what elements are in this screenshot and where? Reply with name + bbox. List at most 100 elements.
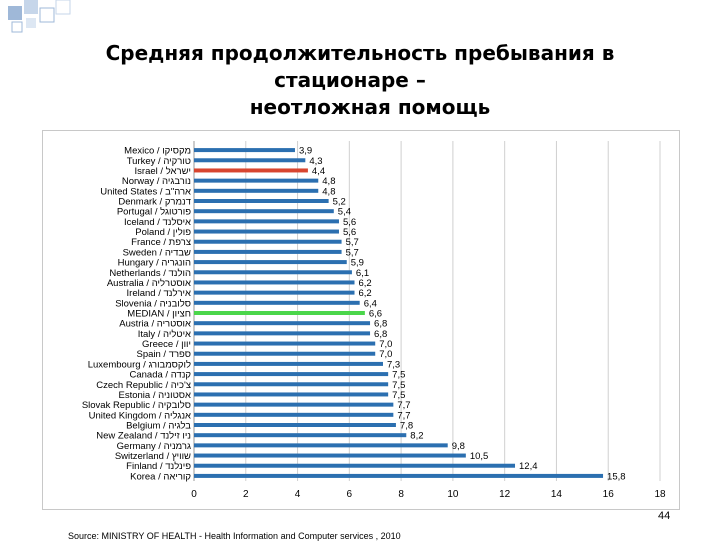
x-tick-label: 0 xyxy=(191,489,197,500)
bar xyxy=(194,341,376,346)
category-label: Spain / ספרד xyxy=(137,349,192,360)
value-label: 6,2 xyxy=(359,288,372,299)
page-number: 44 xyxy=(658,510,671,522)
bar xyxy=(194,361,383,366)
value-label: 5,7 xyxy=(346,237,359,248)
category-label: Denmark / דנמרק xyxy=(118,197,191,208)
bar-chart: 0 2 4 6 8 10 12 14 16 18 Mexico / מקסיקו 3,9 Turkey … xyxy=(82,141,666,500)
bar xyxy=(194,311,365,315)
bar xyxy=(194,219,339,224)
category-label: New Zealand / ניו זילנד xyxy=(96,430,191,442)
value-label: 12,4 xyxy=(519,461,538,472)
category-label: Korea / קוריאה xyxy=(130,471,191,482)
category-label: Estonia / אסטוניה xyxy=(119,390,192,401)
value-label: 7,7 xyxy=(397,410,410,421)
category-label: Israel / ישראל xyxy=(135,165,191,177)
bar xyxy=(194,158,306,163)
source-note: Source: MINISTRY OF HEALTH - Health Info… xyxy=(68,531,401,541)
value-label: 9,8 xyxy=(452,441,465,452)
category-label: Slovenia / סלובניה xyxy=(115,297,191,309)
value-label: 4,8 xyxy=(322,186,335,197)
bar xyxy=(194,433,407,438)
bar xyxy=(194,392,389,397)
value-label: 5,6 xyxy=(343,217,356,228)
category-label: Greece / יוון xyxy=(142,339,191,350)
bar xyxy=(194,209,334,214)
category-label: Finland / פינלנד xyxy=(126,460,191,472)
bar xyxy=(194,321,371,326)
value-label: 7,8 xyxy=(400,421,413,432)
category-label: Hungary / הונגריה xyxy=(118,258,191,269)
category-label: France / צרפת xyxy=(131,237,191,248)
bar xyxy=(194,463,516,468)
category-label: Sweden / שבדיה xyxy=(123,247,191,258)
x-tick-label: 2 xyxy=(243,489,249,500)
category-label: MEDIAN / חציון xyxy=(127,309,191,320)
value-label: 15,8 xyxy=(607,471,626,482)
category-label: Turkey / טורקיה xyxy=(127,156,191,167)
bar xyxy=(194,423,396,427)
category-label: Netherlands / הולנד xyxy=(109,267,191,279)
bar xyxy=(194,148,295,153)
x-tick-label: 4 xyxy=(295,489,301,500)
slide-title: Средняя продолжительность пребывания в с… xyxy=(0,40,720,121)
bar xyxy=(194,199,329,203)
x-tick-label: 12 xyxy=(499,489,511,500)
value-label: 6,8 xyxy=(374,329,387,340)
bar xyxy=(194,188,319,193)
category-label: Mexico / מקסיקו xyxy=(124,146,191,157)
value-label: 7,7 xyxy=(397,400,410,411)
bar xyxy=(194,249,342,254)
category-label: Iceland / איסלנד xyxy=(124,216,191,228)
bar xyxy=(194,280,355,285)
category-label: United States / ארה"ב xyxy=(100,186,191,197)
value-label: 8,2 xyxy=(410,431,423,442)
category-label: Czech Republic / צ'כיה xyxy=(96,380,191,391)
category-label: Portugal / פורטוגל xyxy=(117,206,191,218)
value-label: 7,5 xyxy=(392,370,405,381)
bar xyxy=(194,372,389,377)
category-label: Austria / אוסטריה xyxy=(119,319,191,330)
category-label: United Kingdom / אנגליה xyxy=(89,409,191,421)
bar xyxy=(194,168,308,173)
category-label: Slovak Republic / סלובקיה xyxy=(82,399,191,411)
slide-title-line3: неотложная помощь xyxy=(249,95,491,119)
x-tick-label: 10 xyxy=(447,489,459,500)
x-tick-label: 8 xyxy=(398,489,404,500)
category-label: Australia / אוסטרליה xyxy=(107,277,191,289)
bar xyxy=(194,260,347,265)
category-label: Canada / קנדה xyxy=(129,370,191,381)
value-label: 5,9 xyxy=(351,258,364,269)
value-label: 6,2 xyxy=(359,278,372,289)
category-label: Ireland / אירלנד xyxy=(127,287,192,299)
x-tick-label: 6 xyxy=(347,489,353,500)
slide-title-line2: стационаре – xyxy=(274,68,426,92)
category-label: Poland / פולין xyxy=(135,226,191,238)
bar xyxy=(194,382,389,387)
value-label: 5,6 xyxy=(343,227,356,238)
bar xyxy=(194,443,448,448)
category-label: Italy / איטליה xyxy=(138,328,191,340)
value-label: 6,6 xyxy=(369,309,382,320)
x-tick-label: 18 xyxy=(654,489,666,500)
value-label: 7,0 xyxy=(379,349,392,360)
bar xyxy=(194,402,394,407)
value-label: 3,9 xyxy=(299,146,312,157)
bar xyxy=(194,331,371,336)
slide-title-line1: Средняя продолжительность пребывания в xyxy=(105,41,615,65)
bar xyxy=(194,270,352,275)
value-label: 7,0 xyxy=(379,339,392,350)
value-label: 4,3 xyxy=(309,156,322,167)
value-label: 10,5 xyxy=(470,451,489,462)
bar xyxy=(194,473,604,478)
value-label: 7,5 xyxy=(392,390,405,401)
value-label: 6,4 xyxy=(364,298,377,309)
bar xyxy=(194,351,376,356)
decorative-squares xyxy=(8,0,71,33)
value-label: 6,8 xyxy=(374,319,387,330)
category-label: Luxembourg / לוקסמבורג xyxy=(88,358,191,370)
category-label: Norway / נורבגיה xyxy=(122,176,191,187)
category-label: Belgium / בלגיה xyxy=(126,420,191,432)
value-label: 7,5 xyxy=(392,380,405,391)
x-tick-label: 16 xyxy=(603,489,615,500)
